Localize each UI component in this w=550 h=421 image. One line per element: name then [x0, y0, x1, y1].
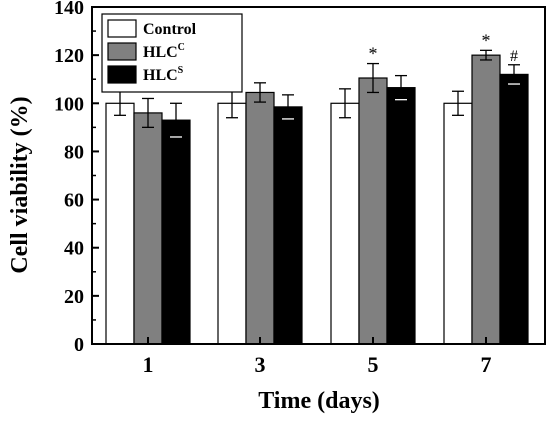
legend-label: HLCC — [143, 42, 185, 61]
axes-layer: 0 20 40 60 80 100 120 140 1 3 5 7 — [54, 0, 546, 377]
bar-hlcc-day-3 — [245, 91, 275, 345]
legend-swatch — [107, 19, 137, 38]
x-tick-label: 5 — [368, 352, 379, 377]
legend-label: HLCS — [143, 65, 184, 84]
bar-hlcc-day-1 — [133, 112, 163, 345]
y-tick-label: 100 — [54, 93, 84, 115]
y-tick-label: 40 — [64, 238, 84, 260]
y-tick-label: 120 — [54, 45, 84, 67]
x-tick-label: 3 — [255, 352, 266, 377]
significance-marker: * — [482, 30, 491, 50]
y-tick-label: 80 — [64, 141, 84, 163]
bar-control-day-5 — [330, 102, 360, 345]
y-tick-label: 60 — [64, 190, 84, 212]
bar-hlcc-day-7 — [471, 54, 501, 345]
bar-control-day-3 — [217, 102, 247, 345]
x-tick-label: 1 — [143, 352, 154, 377]
bar-hlcs-day-1 — [161, 119, 191, 345]
y-axis-label: Cell viability (%) — [7, 96, 33, 273]
bars-layer: * * # — [105, 30, 529, 345]
bar-hlcs-day-7 — [499, 73, 529, 345]
y-tick-label: 0 — [74, 334, 84, 356]
bar-hlcs-day-5 — [386, 87, 416, 345]
bar-hlcs-day-3 — [273, 106, 303, 345]
significance-marker: * — [369, 44, 378, 64]
y-tick-label: 20 — [64, 286, 84, 308]
bar-control-day-1 — [105, 102, 135, 345]
significance-marker: # — [510, 48, 518, 65]
y-tick-label: 140 — [54, 0, 84, 19]
legend-swatch — [107, 65, 137, 84]
bar-control-day-7 — [443, 102, 473, 345]
x-axis-label: Time (days) — [258, 388, 380, 414]
bar-hlcc-day-5 — [358, 77, 388, 345]
legend: Control HLCC HLCS — [101, 13, 243, 93]
legend-swatch — [107, 42, 137, 61]
x-tick-label: 7 — [481, 352, 492, 377]
legend-label: Control — [143, 21, 197, 38]
